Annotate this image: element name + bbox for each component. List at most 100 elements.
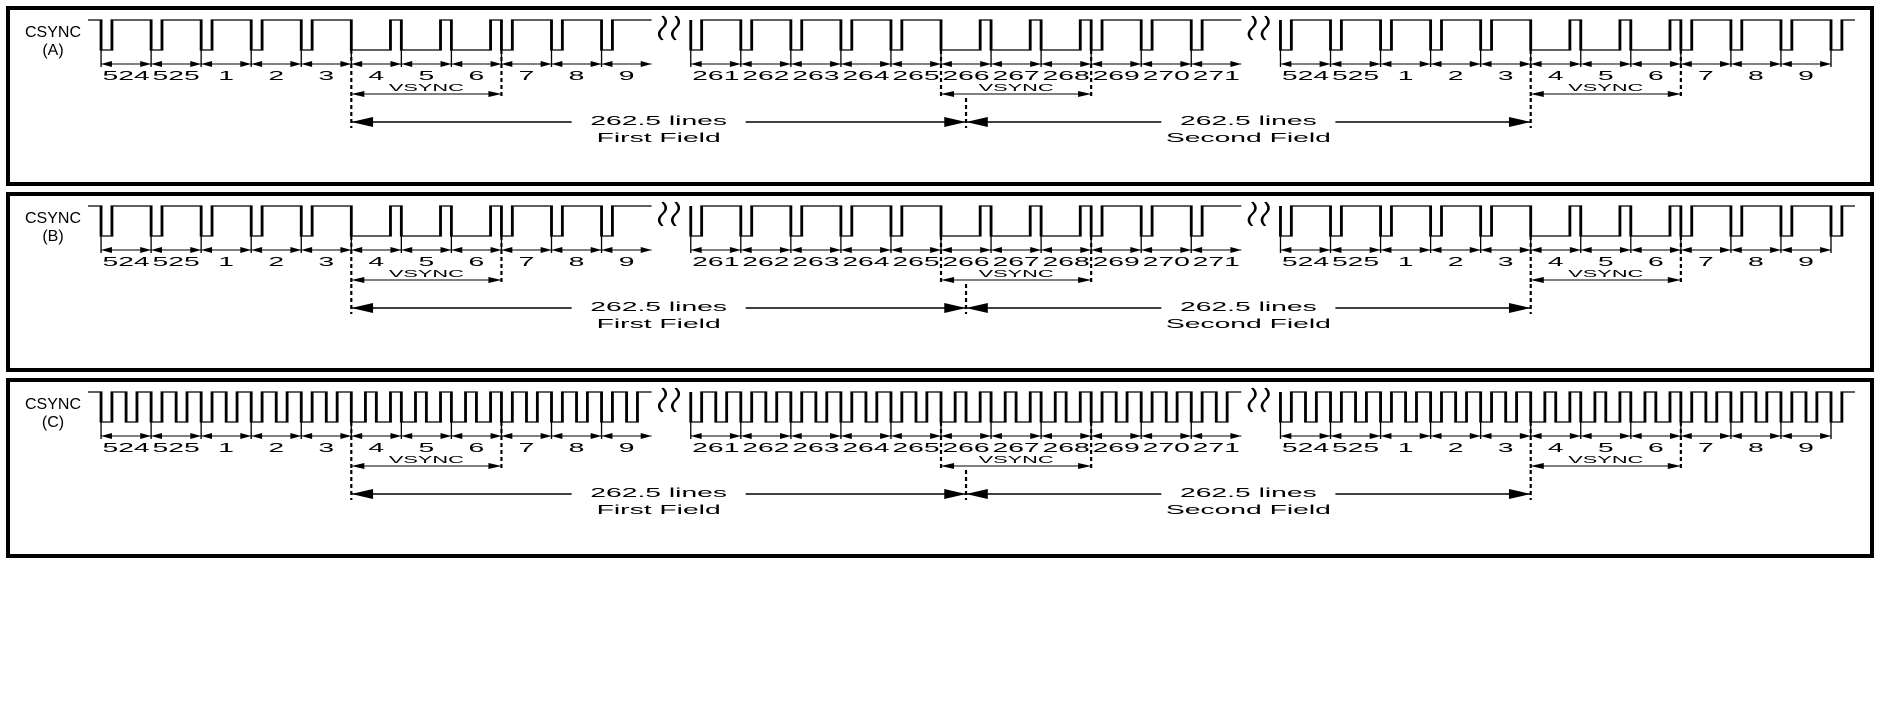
line-number: 9 — [619, 254, 635, 269]
panel-id: (B) — [18, 228, 88, 246]
line-number: 264 — [842, 68, 889, 83]
field-span-text: 262.5 lines — [590, 299, 727, 314]
line-number: 7 — [519, 254, 535, 269]
line-number: 9 — [1798, 440, 1814, 455]
panel-label: CSYNC(C) — [18, 386, 88, 432]
vsync-label: VSYNC — [979, 454, 1054, 465]
line-number: 6 — [1648, 254, 1664, 269]
line-number: 1 — [218, 440, 234, 455]
line-number: 269 — [1093, 254, 1140, 269]
line-number: 268 — [1043, 68, 1090, 83]
line-number: 261 — [692, 254, 739, 269]
line-number: 5 — [419, 254, 435, 269]
csync-panel-A: CSYNC(A)52452512345678926126226326426526… — [6, 6, 1874, 186]
csync-text: CSYNC — [18, 210, 88, 228]
line-number: 1 — [1398, 254, 1414, 269]
line-number: 262 — [742, 68, 789, 83]
waveform: 5245251234567892612622632642652662672682… — [88, 14, 1862, 174]
line-number: 3 — [318, 440, 334, 455]
field-span-text: 262.5 lines — [590, 485, 727, 500]
line-number: 8 — [1748, 440, 1764, 455]
line-number: 3 — [1498, 254, 1514, 269]
line-number: 7 — [1698, 254, 1714, 269]
line-number: 4 — [368, 254, 384, 269]
line-number: 264 — [842, 254, 889, 269]
line-number: 1 — [1398, 68, 1414, 83]
line-number: 9 — [619, 68, 635, 83]
line-number: 1 — [1398, 440, 1414, 455]
second-field-label: Second Field — [1166, 130, 1331, 145]
line-number: 271 — [1193, 254, 1240, 269]
line-number: 7 — [1698, 68, 1714, 83]
csync-panel-C: CSYNC(C)52452512345678926126226326426526… — [6, 378, 1874, 558]
csync-panel-B: CSYNC(B)52452512345678926126226326426526… — [6, 192, 1874, 372]
line-number: 6 — [1648, 68, 1664, 83]
line-number: 8 — [569, 254, 585, 269]
vsync-label: VSYNC — [389, 82, 464, 93]
line-number: 6 — [469, 68, 485, 83]
line-number: 4 — [368, 68, 384, 83]
line-number: 5 — [1598, 440, 1614, 455]
first-field-label: First Field — [597, 502, 721, 517]
line-number: 8 — [1748, 254, 1764, 269]
vsync-label: VSYNC — [1568, 268, 1643, 279]
line-number: 268 — [1043, 440, 1090, 455]
line-number: 267 — [992, 68, 1039, 83]
vsync-label: VSYNC — [979, 82, 1054, 93]
line-number: 267 — [992, 254, 1039, 269]
line-number: 525 — [153, 254, 200, 269]
field-span-text: 262.5 lines — [1180, 485, 1317, 500]
line-number: 525 — [1332, 254, 1379, 269]
line-number: 263 — [792, 68, 839, 83]
line-number: 4 — [1548, 254, 1564, 269]
line-number: 271 — [1193, 440, 1240, 455]
line-number: 3 — [318, 68, 334, 83]
line-number: 6 — [1648, 440, 1664, 455]
line-number: 2 — [268, 68, 284, 83]
field-span-text: 262.5 lines — [1180, 113, 1317, 128]
line-number: 270 — [1143, 68, 1190, 83]
line-number: 525 — [153, 440, 200, 455]
vsync-label: VSYNC — [389, 454, 464, 465]
panel-label: CSYNC(B) — [18, 200, 88, 246]
line-number: 9 — [1798, 254, 1814, 269]
csync-text: CSYNC — [18, 24, 88, 42]
line-number: 7 — [1698, 440, 1714, 455]
line-number: 270 — [1143, 254, 1190, 269]
line-number: 3 — [318, 254, 334, 269]
line-number: 261 — [692, 440, 739, 455]
line-number: 524 — [1282, 254, 1329, 269]
line-number: 2 — [268, 440, 284, 455]
line-number: 270 — [1143, 440, 1190, 455]
vsync-label: VSYNC — [979, 268, 1054, 279]
line-number: 269 — [1093, 68, 1140, 83]
line-number: 4 — [368, 440, 384, 455]
line-number: 8 — [1748, 68, 1764, 83]
second-field-label: Second Field — [1166, 502, 1331, 517]
vsync-label: VSYNC — [1568, 454, 1643, 465]
vsync-label: VSYNC — [1568, 82, 1643, 93]
line-number: 6 — [469, 440, 485, 455]
line-number: 524 — [102, 68, 149, 83]
line-number: 261 — [692, 68, 739, 83]
line-number: 266 — [942, 68, 989, 83]
vsync-label: VSYNC — [389, 268, 464, 279]
line-number: 6 — [469, 254, 485, 269]
line-number: 5 — [419, 68, 435, 83]
csync-text: CSYNC — [18, 396, 88, 414]
line-number: 2 — [1448, 68, 1464, 83]
line-number: 267 — [992, 440, 1039, 455]
first-field-label: First Field — [597, 130, 721, 145]
line-number: 2 — [1448, 254, 1464, 269]
line-number: 8 — [569, 68, 585, 83]
second-field-label: Second Field — [1166, 316, 1331, 331]
line-number: 524 — [102, 254, 149, 269]
line-number: 1 — [218, 254, 234, 269]
first-field-label: First Field — [597, 316, 721, 331]
line-number: 262 — [742, 440, 789, 455]
line-number: 3 — [1498, 440, 1514, 455]
line-number: 5 — [1598, 68, 1614, 83]
line-number: 525 — [1332, 440, 1379, 455]
waveform: 5245251234567892612622632642652662672682… — [88, 386, 1862, 546]
line-number: 3 — [1498, 68, 1514, 83]
